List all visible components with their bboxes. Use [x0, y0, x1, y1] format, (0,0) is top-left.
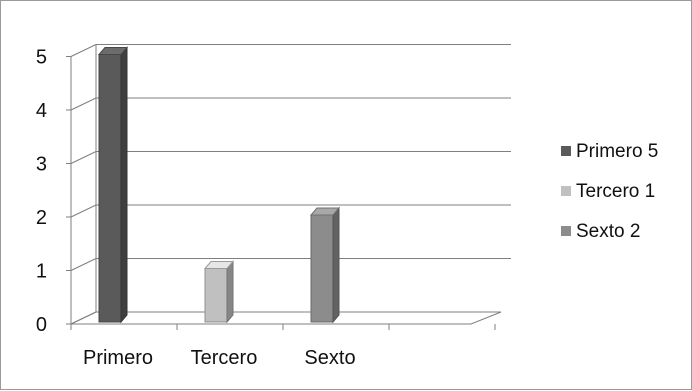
side-wall-gridline: [70, 44, 97, 57]
y-tick-label: 2: [36, 207, 47, 229]
side-wall-gridline: [70, 204, 97, 218]
bar-side-face: [332, 206, 340, 324]
bars: [97, 46, 341, 324]
legend-item-primero: Primero 5: [561, 141, 658, 162]
legend-label: Tercero 1: [576, 181, 655, 202]
bar-side-face: [120, 46, 128, 324]
chart-floor: [70, 311, 502, 325]
bar-front-face: [204, 268, 228, 323]
legend-swatch: [561, 186, 571, 196]
legend-swatch: [561, 226, 571, 236]
legend-label: Primero 5: [576, 141, 658, 162]
y-tick-label: 5: [36, 47, 47, 69]
x-tick-label: Primero: [83, 347, 153, 369]
bar-top-face: [97, 47, 129, 55]
legend-swatch: [561, 146, 571, 156]
x-tick-label: Sexto: [304, 347, 355, 369]
bar-primero: [97, 46, 129, 324]
legend: Primero 5 Tercero 1 Sexto 2: [561, 141, 658, 242]
y-tick-label: 3: [36, 154, 47, 176]
bar-front-face: [310, 214, 334, 323]
bar-front-face: [98, 54, 122, 323]
side-wall-gridline: [70, 258, 97, 271]
gridlines: [70, 44, 511, 325]
bar-top-face: [309, 207, 341, 216]
y-tick-label: 1: [36, 261, 47, 283]
bar-sexto: [309, 206, 341, 324]
legend-item-sexto: Sexto 2: [561, 221, 640, 242]
y-tick-label: 0: [36, 314, 47, 336]
side-wall-gridline: [70, 97, 97, 111]
bar-side-face: [226, 260, 234, 324]
bar-tercero: [203, 260, 235, 324]
bar-top-face: [203, 261, 235, 269]
legend-label: Sexto 2: [576, 221, 640, 242]
side-wall-gridline: [70, 151, 97, 164]
legend-item-tercero: Tercero 1: [561, 181, 655, 202]
y-tick-label: 4: [36, 100, 47, 122]
axes: 0 1 2 3 4 5 Primero Tercero Sexto: [36, 47, 496, 369]
x-tick-label: Tercero: [191, 347, 258, 369]
